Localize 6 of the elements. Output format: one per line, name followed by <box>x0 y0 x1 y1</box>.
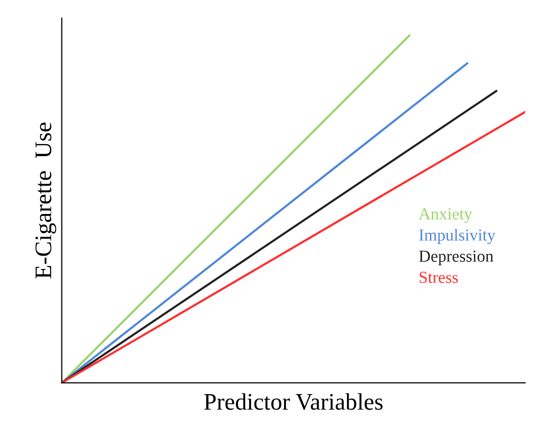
text: Anxiety <box>418 208 472 223</box>
text: Depression <box>419 250 494 266</box>
text: Stress <box>420 272 458 283</box>
x-axis-title: Predictor Variables <box>204 393 383 410</box>
y-axis-title: E-Cigarette Use <box>35 122 56 278</box>
text: Impulsivity <box>419 228 496 244</box>
